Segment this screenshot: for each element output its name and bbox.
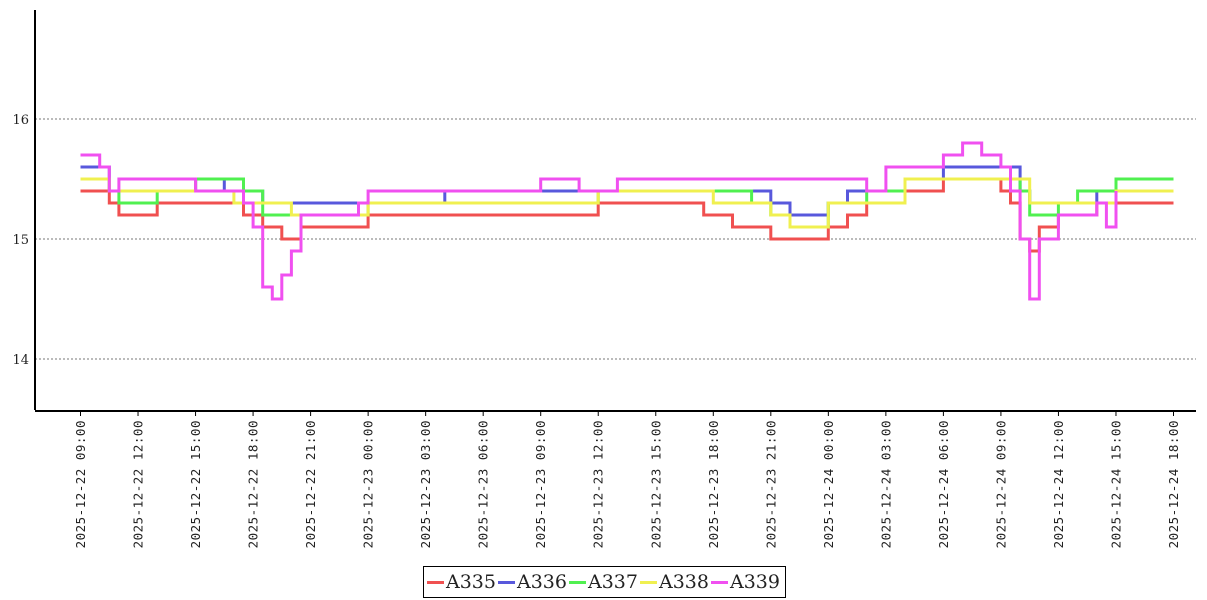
legend-label: A335 bbox=[446, 571, 496, 593]
x-tick-label: 2025-12-22 12:00 bbox=[131, 420, 146, 548]
legend-swatch bbox=[640, 580, 657, 584]
x-tick-label: 2025-12-24 18:00 bbox=[1166, 420, 1181, 548]
legend-item-a339: A339 bbox=[711, 571, 780, 593]
x-tick-label: 2025-12-22 15:00 bbox=[188, 420, 203, 548]
x-tick-label: 2025-12-24 00:00 bbox=[821, 420, 836, 548]
legend-item-a337: A337 bbox=[569, 571, 638, 593]
series-line-a339 bbox=[80, 141, 1118, 301]
x-tick-label: 2025-12-23 21:00 bbox=[763, 420, 778, 548]
x-tick-label: 2025-12-23 18:00 bbox=[706, 420, 721, 548]
x-tick-label: 2025-12-23 12:00 bbox=[591, 420, 606, 548]
legend-label: A336 bbox=[517, 571, 567, 593]
x-tick-label: 2025-12-23 15:00 bbox=[648, 420, 663, 548]
x-tick-label: 2025-12-24 12:00 bbox=[1051, 420, 1066, 548]
y-axis-ticks: 14 15 16 bbox=[12, 113, 29, 368]
legend-item-a335: A335 bbox=[427, 571, 496, 593]
y-tick-label: 14 bbox=[12, 353, 29, 368]
x-axis-ticks: 2025-12-22 09:00 2025-12-22 12:00 2025-12-… bbox=[73, 411, 1181, 548]
legend-swatch bbox=[498, 580, 515, 584]
series-line-a338 bbox=[80, 177, 1174, 229]
legend-label: A338 bbox=[659, 571, 709, 593]
legend-swatch bbox=[711, 580, 728, 584]
legend-swatch bbox=[427, 580, 444, 584]
x-tick-label: 2025-12-23 06:00 bbox=[476, 420, 491, 548]
x-tick-label: 2025-12-24 09:00 bbox=[993, 420, 1008, 548]
x-tick-label: 2025-12-23 00:00 bbox=[361, 420, 376, 548]
x-tick-label: 2025-12-22 18:00 bbox=[246, 420, 261, 548]
legend-swatch bbox=[569, 580, 586, 584]
legend: A335 A336 A337 A338 A339 bbox=[423, 566, 786, 598]
series-lines bbox=[80, 141, 1174, 301]
legend-item-a336: A336 bbox=[498, 571, 567, 593]
x-tick-label: 2025-12-23 03:00 bbox=[418, 420, 433, 548]
x-tick-label: 2025-12-24 06:00 bbox=[936, 420, 951, 548]
legend-label: A339 bbox=[730, 571, 780, 593]
x-tick-label: 2025-12-22 09:00 bbox=[73, 420, 88, 548]
y-tick-label: 15 bbox=[12, 233, 29, 248]
x-tick-label: 2025-12-24 15:00 bbox=[1108, 420, 1123, 548]
legend-label: A337 bbox=[588, 571, 638, 593]
x-tick-label: 2025-12-23 09:00 bbox=[533, 420, 548, 548]
legend-item-a338: A338 bbox=[640, 571, 709, 593]
x-tick-label: 2025-12-22 21:00 bbox=[303, 420, 318, 548]
y-tick-label: 16 bbox=[12, 113, 29, 128]
x-tick-label: 2025-12-24 03:00 bbox=[878, 420, 893, 548]
gridlines bbox=[35, 118, 1196, 360]
